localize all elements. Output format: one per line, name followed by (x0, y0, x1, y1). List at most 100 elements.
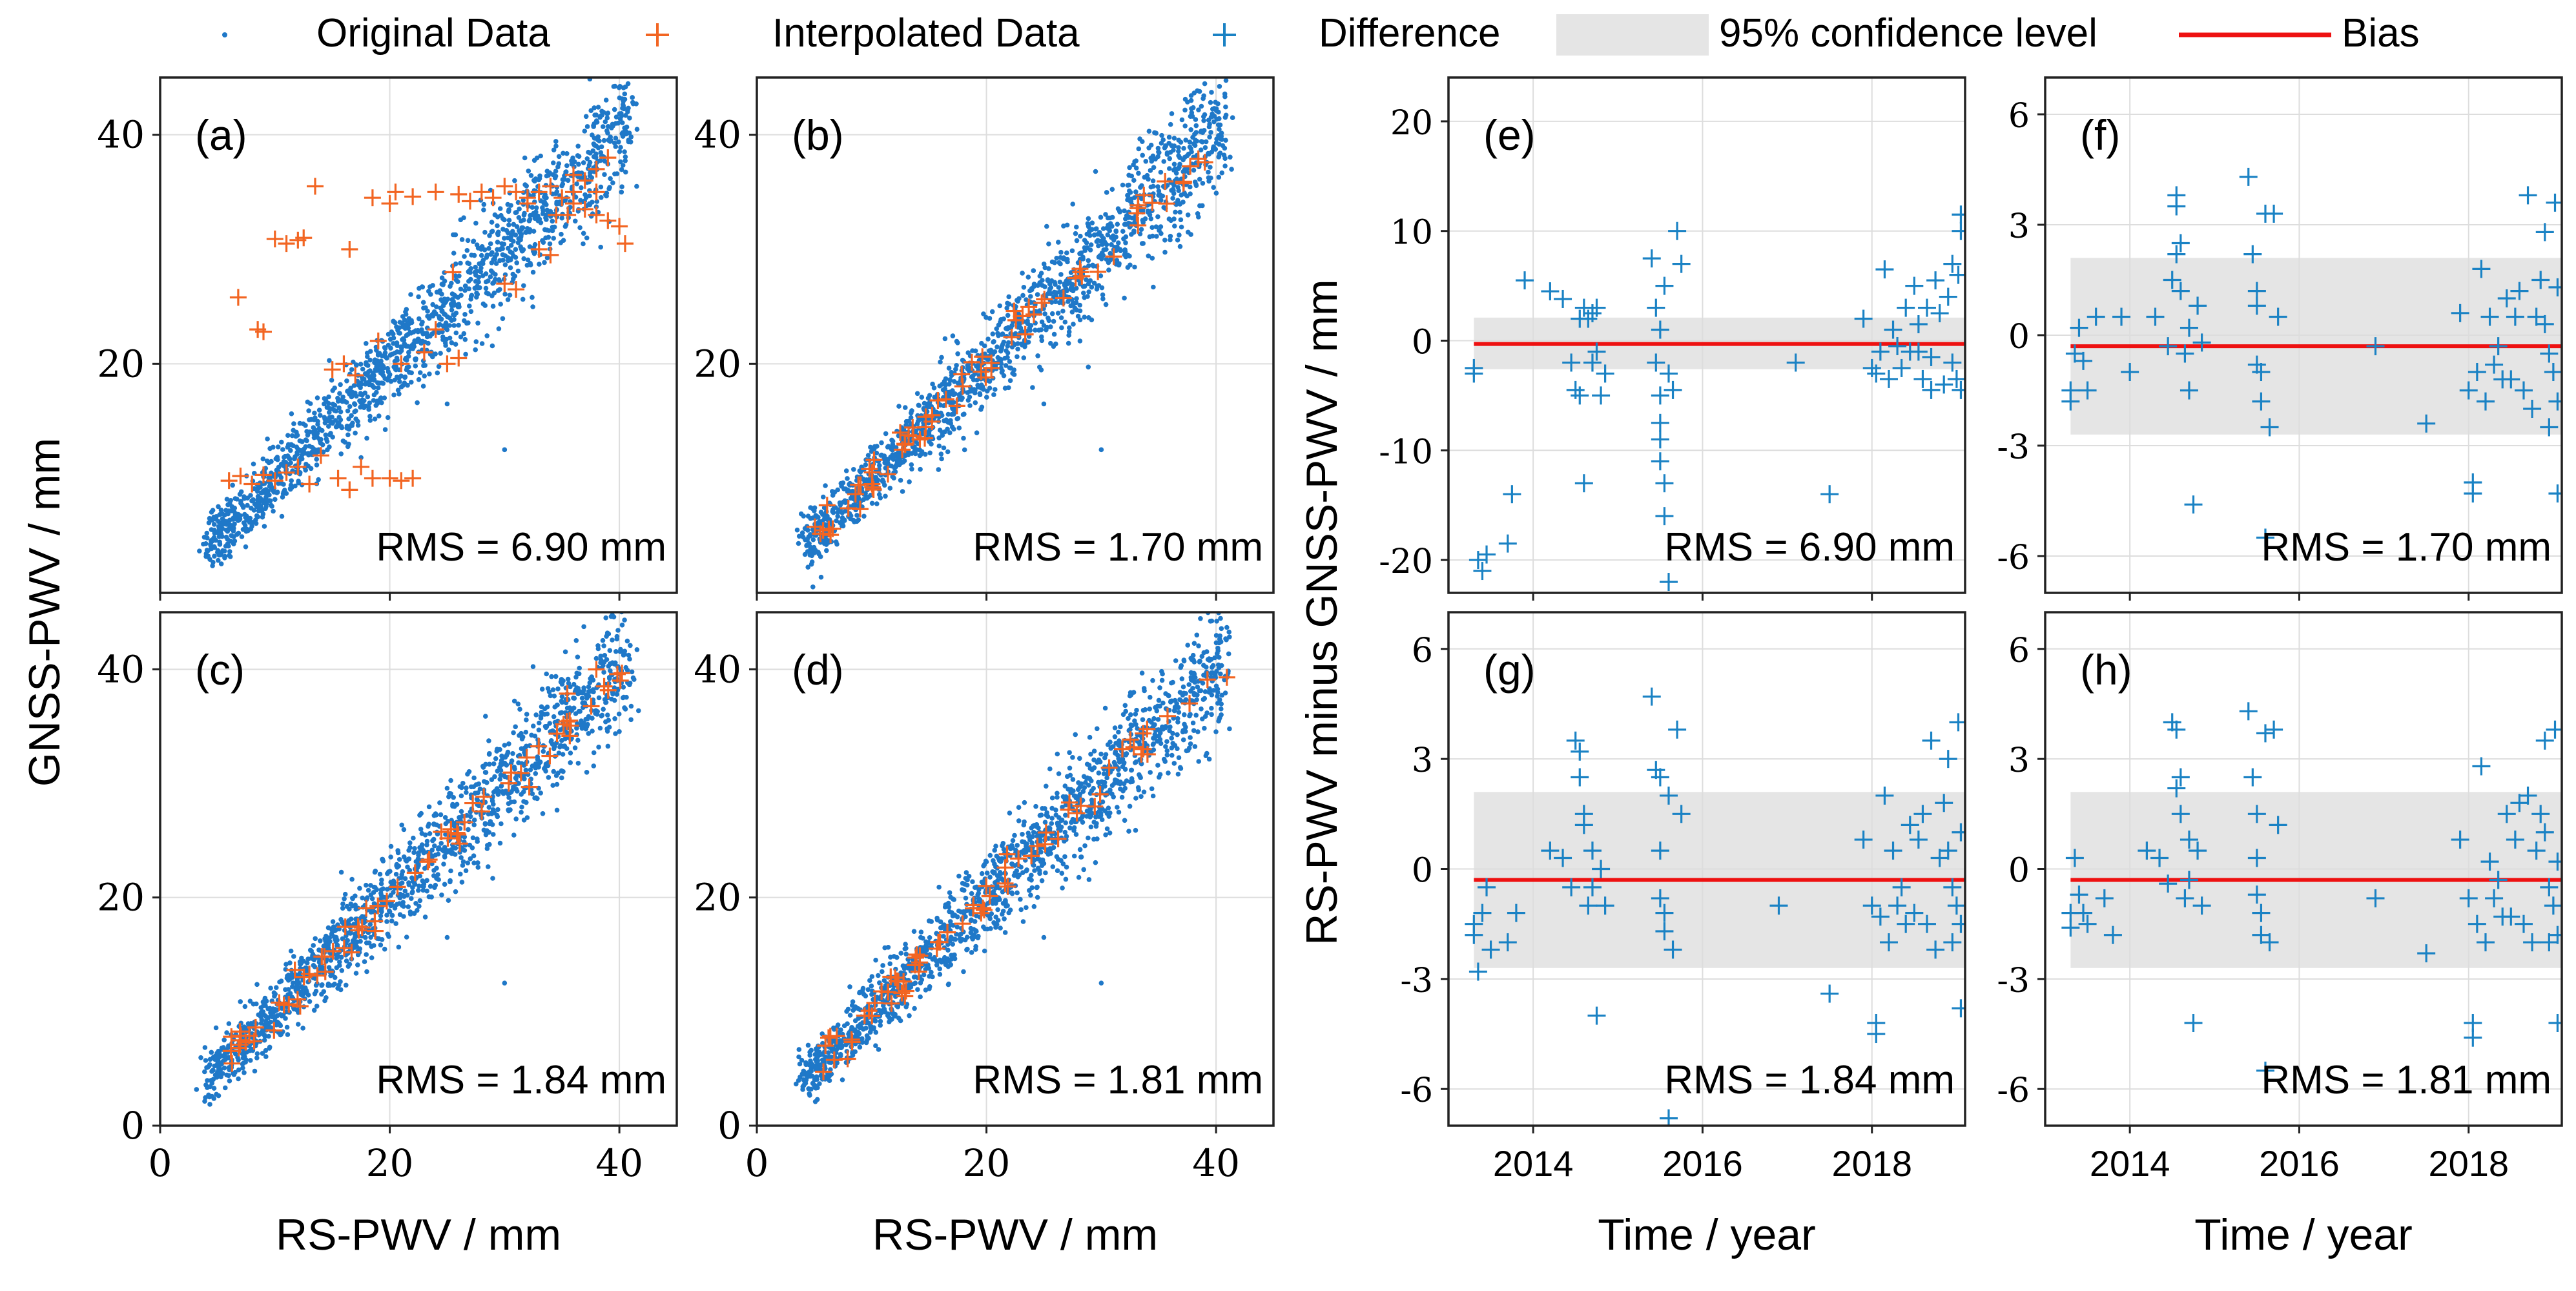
original-point (207, 1063, 212, 1069)
original-point (1193, 138, 1198, 143)
original-point (1064, 288, 1069, 294)
original-point (386, 374, 392, 380)
original-point (238, 489, 244, 495)
original-point (365, 394, 371, 400)
original-point (322, 396, 327, 401)
interpolated-point (335, 940, 353, 957)
original-point (1064, 250, 1069, 256)
original-point (610, 59, 615, 64)
original-point (528, 767, 533, 772)
original-point (625, 81, 631, 87)
original-point (447, 335, 453, 341)
original-point (542, 199, 547, 205)
plot-area-b (757, 77, 1273, 593)
original-point (612, 716, 617, 721)
original-point (502, 291, 508, 297)
original-point (515, 701, 521, 707)
original-point (291, 421, 296, 426)
original-point (617, 84, 623, 89)
original-point (232, 496, 238, 501)
original-point (604, 128, 610, 134)
original-point (1125, 183, 1131, 188)
original-point (1189, 149, 1194, 154)
panel-label-a: (a) (195, 111, 247, 159)
original-point (247, 515, 253, 521)
original-point (1048, 324, 1053, 329)
original-point (297, 420, 303, 426)
original-point (577, 708, 582, 714)
original-point (914, 391, 920, 397)
original-point (1140, 152, 1145, 158)
original-point (1155, 184, 1160, 189)
original-point (818, 574, 824, 580)
original-point (553, 139, 559, 144)
original-point (1106, 267, 1111, 273)
original-point (489, 229, 495, 234)
interpolated-point (1014, 307, 1031, 325)
original-point (345, 938, 350, 944)
original-point (824, 548, 829, 553)
original-point (256, 497, 262, 502)
legend-bias-label: Bias (2342, 11, 2420, 56)
original-point (493, 756, 499, 761)
original-point (331, 928, 336, 934)
original-point (1182, 169, 1188, 174)
original-point (388, 352, 393, 357)
original-point (1122, 247, 1128, 253)
original-point (344, 378, 349, 384)
original-point (372, 909, 378, 915)
original-point (1122, 208, 1127, 214)
original-point (327, 418, 333, 424)
original-point (379, 909, 384, 914)
original-point (449, 307, 455, 313)
interpolated-point (911, 431, 929, 448)
original-point (936, 435, 942, 440)
original-point (839, 484, 844, 489)
original-point (1093, 226, 1098, 232)
original-point (930, 381, 935, 387)
original-point (1207, 121, 1212, 127)
original-point (415, 400, 420, 406)
original-point (1011, 372, 1017, 377)
original-point (544, 217, 549, 222)
original-point (1015, 346, 1020, 352)
original-point (1029, 287, 1035, 293)
original-point (344, 424, 350, 429)
original-point (307, 999, 313, 1004)
original-point (1086, 263, 1091, 269)
original-point (203, 553, 209, 559)
original-point (1219, 136, 1224, 142)
interpolated-point (231, 1036, 249, 1053)
original-point (1078, 233, 1083, 239)
original-point (909, 462, 914, 468)
rms-label-a: RMS = 6.90 mm (376, 525, 666, 570)
original-point (262, 524, 267, 529)
original-point (1082, 295, 1087, 300)
original-point (342, 896, 347, 902)
interpolated-point (500, 774, 517, 792)
original-point (536, 727, 542, 733)
original-point (337, 959, 342, 965)
original-point (348, 422, 354, 428)
original-point (400, 893, 406, 898)
original-point (1206, 169, 1211, 175)
legend-original-label: Original Data (316, 11, 550, 56)
interpolated-point (553, 189, 571, 207)
original-point (922, 400, 927, 406)
original-point (1139, 196, 1144, 201)
original-point (371, 378, 377, 383)
original-point (459, 880, 465, 885)
original-point (927, 450, 933, 456)
original-point (1100, 292, 1106, 298)
original-point (1153, 130, 1159, 136)
interpolated-point (451, 835, 468, 852)
interpolated-point (301, 475, 318, 493)
original-point (1201, 93, 1206, 99)
original-point (805, 537, 810, 542)
original-point (624, 638, 630, 644)
original-point (599, 713, 604, 719)
original-point (379, 877, 384, 883)
original-point (410, 889, 415, 894)
original-point (473, 339, 479, 344)
